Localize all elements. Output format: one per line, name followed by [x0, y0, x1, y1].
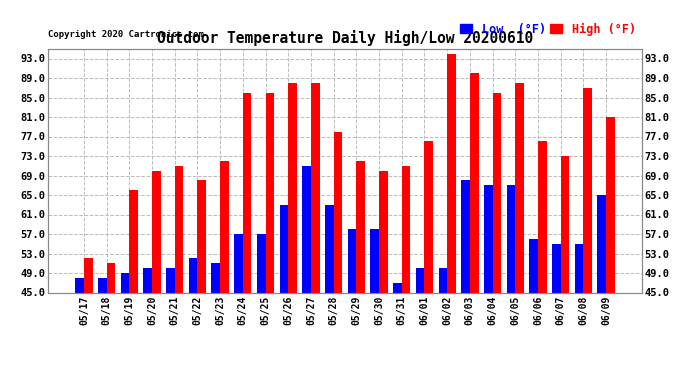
Bar: [189, 258, 197, 292]
Bar: [371, 229, 379, 292]
Bar: [493, 93, 501, 292]
Bar: [461, 180, 470, 292]
Bar: [220, 161, 229, 292]
Bar: [144, 268, 152, 292]
Bar: [175, 166, 184, 292]
Bar: [506, 185, 515, 292]
Bar: [257, 234, 266, 292]
Bar: [129, 190, 138, 292]
Bar: [379, 171, 388, 292]
Bar: [311, 83, 319, 292]
Bar: [84, 258, 92, 292]
Bar: [98, 278, 106, 292]
Bar: [348, 229, 356, 292]
Bar: [606, 117, 615, 292]
Bar: [234, 234, 243, 292]
Bar: [439, 268, 447, 292]
Bar: [334, 132, 342, 292]
Bar: [152, 171, 161, 292]
Text: Copyright 2020 Cartronics.com: Copyright 2020 Cartronics.com: [48, 30, 204, 39]
Bar: [243, 93, 251, 292]
Bar: [121, 273, 129, 292]
Legend: Low  (°F), High (°F): Low (°F), High (°F): [460, 23, 635, 36]
Bar: [584, 88, 592, 292]
Bar: [416, 268, 424, 292]
Bar: [356, 161, 365, 292]
Bar: [538, 141, 546, 292]
Bar: [75, 278, 84, 292]
Title: Outdoor Temperature Daily High/Low 20200610: Outdoor Temperature Daily High/Low 20200…: [157, 30, 533, 46]
Bar: [529, 239, 538, 292]
Bar: [598, 195, 606, 292]
Bar: [325, 205, 334, 292]
Bar: [561, 156, 569, 292]
Bar: [447, 54, 456, 292]
Bar: [575, 244, 584, 292]
Bar: [470, 73, 478, 292]
Bar: [106, 263, 115, 292]
Bar: [197, 180, 206, 292]
Bar: [515, 83, 524, 292]
Bar: [288, 83, 297, 292]
Bar: [166, 268, 175, 292]
Bar: [302, 166, 311, 292]
Bar: [424, 141, 433, 292]
Bar: [266, 93, 274, 292]
Bar: [402, 166, 411, 292]
Bar: [212, 263, 220, 292]
Bar: [484, 185, 493, 292]
Bar: [279, 205, 288, 292]
Bar: [393, 283, 402, 292]
Bar: [552, 244, 561, 292]
